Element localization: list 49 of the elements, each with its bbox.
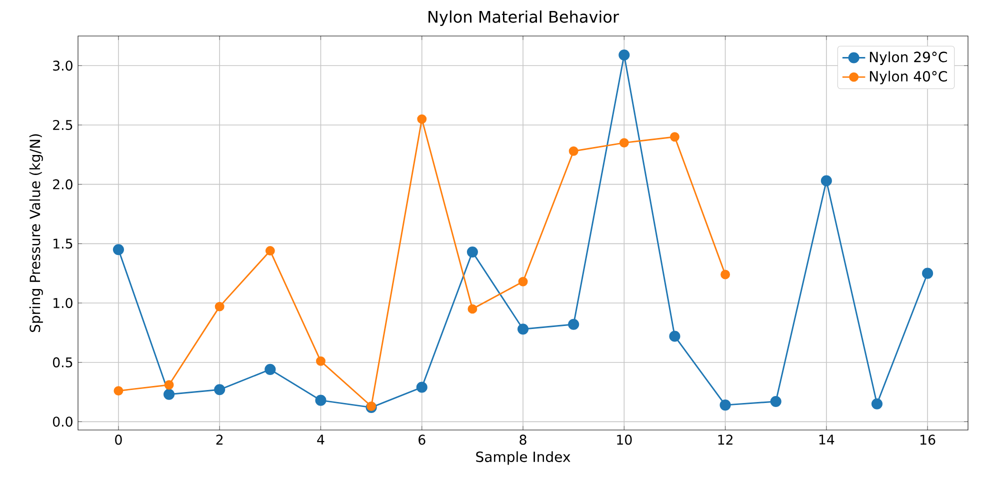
- legend-label: Nylon 29°C: [870, 51, 947, 65]
- x-tick-label: 16: [920, 434, 936, 445]
- y-axis-title: Spring Pressure Value (kg/N): [29, 134, 43, 332]
- x-axis-title: Sample Index: [476, 451, 570, 465]
- point: [112, 244, 124, 256]
- x-tick-label: 0: [115, 434, 122, 445]
- point: [164, 380, 174, 390]
- point: [416, 382, 428, 393]
- point: [316, 356, 326, 366]
- x-tick-label: 10: [617, 434, 632, 445]
- y-tick-label: 0.5: [52, 357, 72, 368]
- point: [922, 268, 934, 279]
- point: [770, 396, 782, 408]
- point: [214, 384, 226, 396]
- legend-label: Nylon 40°C: [870, 70, 947, 84]
- point: [518, 276, 528, 286]
- x-tick-label: 2: [216, 434, 223, 445]
- point: [164, 388, 175, 400]
- point: [264, 364, 276, 375]
- point: [265, 246, 275, 256]
- point: [568, 146, 578, 156]
- point: [114, 386, 124, 396]
- point: [720, 400, 731, 411]
- point: [214, 302, 224, 312]
- point: [618, 49, 630, 61]
- y-tick-label: 3.0: [53, 60, 72, 71]
- y-tick-label: 2.5: [53, 120, 72, 130]
- point: [466, 246, 478, 258]
- chart-title: Nylon Material Behavior: [428, 10, 620, 26]
- point: [568, 318, 580, 330]
- y-tick-label: 2.0: [53, 179, 72, 190]
- x-tick-label: 8: [520, 434, 526, 445]
- x-tick-label: 4: [317, 434, 324, 444]
- point: [517, 324, 529, 335]
- point: [820, 175, 832, 186]
- point: [619, 138, 629, 148]
- point: [720, 270, 730, 280]
- point: [315, 394, 326, 406]
- point: [871, 398, 883, 410]
- y-tick-label: 1.5: [54, 238, 72, 249]
- y-tick-label: 1.0: [54, 298, 72, 308]
- point: [670, 132, 680, 142]
- point: [468, 304, 478, 314]
- y-tick-label: 0.0: [52, 416, 72, 427]
- x-tick-label: 14: [819, 434, 834, 444]
- x-tick-label: 12: [718, 434, 732, 445]
- point: [417, 114, 427, 124]
- point: [669, 330, 680, 342]
- x-tick-label: 6: [418, 434, 426, 445]
